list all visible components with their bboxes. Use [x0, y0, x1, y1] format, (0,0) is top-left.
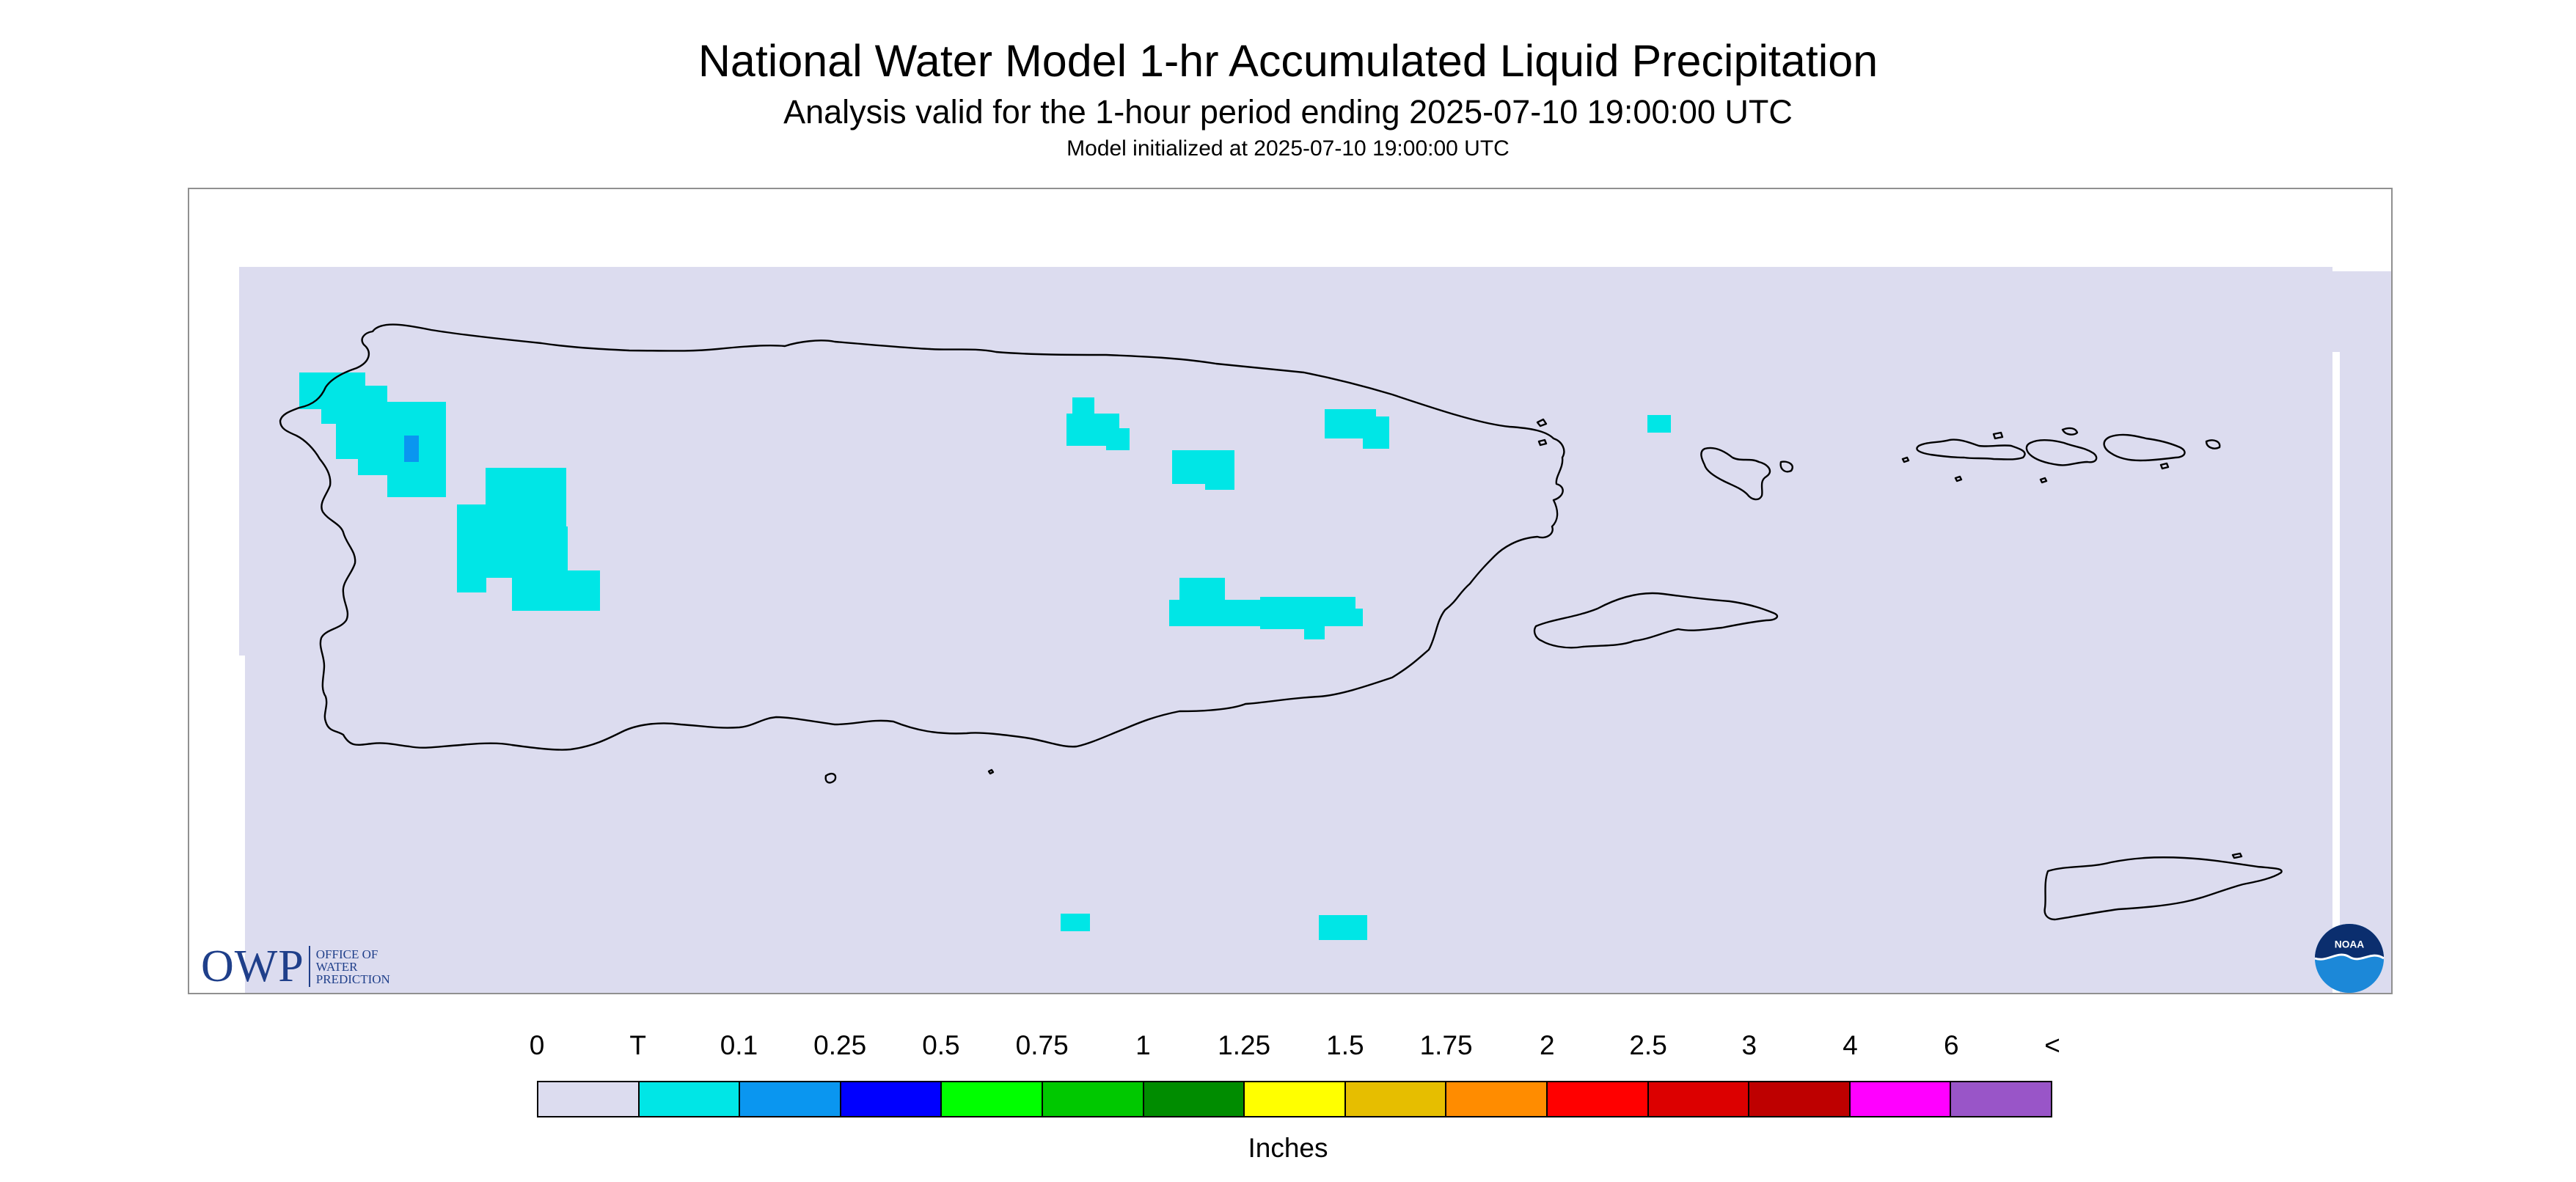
coastline-culebra	[1700, 447, 1771, 501]
legend-tick: 0.1	[720, 1030, 758, 1060]
legend-swatch	[1245, 1082, 1346, 1116]
legend-swatch	[841, 1082, 943, 1116]
legend-swatch	[1749, 1082, 1851, 1116]
coastline-st-thomas	[1916, 438, 2026, 460]
coastline-puerto-rico	[279, 323, 1565, 751]
legend-colorbar	[537, 1081, 2052, 1117]
coastline-culebrita	[1779, 460, 1793, 473]
legend-swatch	[1042, 1082, 1144, 1116]
legend-tick: 3	[1741, 1030, 1757, 1060]
coastline-bvi-small-5	[1901, 456, 1910, 463]
coastline-desecheo	[987, 768, 995, 775]
chart-title: National Water Model 1-hr Accumulated Li…	[698, 36, 1878, 86]
coastline-cayo-icacos	[1537, 438, 1548, 447]
legend-tick: 0.75	[1015, 1030, 1069, 1060]
coastline-vieques	[1533, 592, 1779, 649]
legend-swatch	[639, 1082, 741, 1116]
owp-line: OFFICE OF	[315, 947, 378, 961]
precip-culebra-east	[1647, 415, 1671, 433]
precip-sea-south-b	[1319, 915, 1367, 940]
precip-northeast-cluster	[1325, 409, 1389, 449]
coastline-bvi-small-3	[2159, 462, 2170, 470]
coastline-st-croix	[2043, 856, 2283, 921]
noaa-wordmark: NOAA	[2335, 939, 2364, 950]
legend-swatch	[740, 1082, 841, 1116]
map-panel: OWP OFFICE OF WATER PREDICTION NOAA	[188, 188, 2393, 994]
legend-units: Inches	[1248, 1133, 1328, 1163]
legend-tick: <	[2044, 1030, 2060, 1060]
precipitation-map	[239, 267, 2391, 993]
domain-edge-gap	[2332, 352, 2340, 993]
coastline-bvi-small-1	[1992, 431, 2004, 440]
legend-swatch	[1648, 1082, 1750, 1116]
owp-wordmark: OFFICE OF WATER PREDICTION	[316, 948, 390, 985]
coastline-bvi-small-2	[2205, 439, 2221, 449]
legend-tick: 1.75	[1419, 1030, 1473, 1060]
coastlines	[279, 323, 2283, 921]
coastline-bvi-small-4	[2039, 477, 2048, 484]
precip-sea-south-a	[1061, 914, 1090, 931]
legend-swatch	[1850, 1082, 1952, 1116]
legend-swatch	[1547, 1082, 1649, 1116]
owp-divider	[308, 946, 310, 987]
coastline-buck-island	[2231, 852, 2243, 859]
legend-swatch	[1345, 1082, 1447, 1116]
legend-swatch	[1446, 1082, 1548, 1116]
legend-swatch	[1951, 1082, 2051, 1116]
legend-swatch	[1144, 1082, 1245, 1116]
legend-tick: 1	[1135, 1030, 1151, 1060]
owp-line: PREDICTION	[315, 972, 390, 986]
legend-labels: 0 T 0.1 0.25 0.5 0.75 1 1.25 1.5 1.75 2 …	[0, 1030, 2576, 1067]
precip-southeast-cluster	[1169, 578, 1363, 639]
domain-edge-gap	[2332, 267, 2391, 271]
coastline-cayo-norte	[1536, 418, 1548, 427]
valid-period-subtitle: Analysis valid for the 1-hour period end…	[783, 93, 1793, 131]
legend-swatch	[538, 1082, 640, 1116]
owp-logo: OWP OFFICE OF WATER PREDICTION	[201, 941, 390, 991]
coastline-st-john	[2025, 439, 2098, 466]
precip-north-central-cluster	[1066, 397, 1234, 490]
legend-tick: 1.5	[1326, 1030, 1364, 1060]
legend-tick: T	[629, 1030, 647, 1060]
legend-tick: 2	[1540, 1030, 1555, 1060]
model-init-line: Model initialized at 2025-07-10 19:00:00…	[1066, 136, 1510, 161]
legend-tick: 4	[1843, 1030, 1858, 1060]
precip-northwest-core	[404, 436, 419, 462]
coastline-bvi-small-6	[1954, 475, 1963, 482]
coastline-mona	[824, 772, 837, 784]
legend-tick: 1.25	[1218, 1030, 1271, 1060]
legend-tick: 0	[529, 1030, 545, 1060]
noaa-logo: NOAA	[2314, 923, 2385, 993]
legend-tick: 0.5	[922, 1030, 960, 1060]
legend-tick: 6	[1943, 1030, 1959, 1060]
coastline-tortola	[2103, 433, 2186, 462]
legend-tick: 2.5	[1629, 1030, 1667, 1060]
owp-line: WATER	[315, 959, 358, 974]
coastline-jost-van-dyke	[2061, 427, 2079, 436]
precip-west-central-cluster	[457, 468, 600, 611]
owp-mark: OWP	[201, 941, 304, 991]
legend-tick: 0.25	[813, 1030, 867, 1060]
legend-swatch	[942, 1082, 1043, 1116]
precip-northwest-cluster	[299, 372, 446, 497]
domain-edge-gap	[2332, 352, 2391, 993]
